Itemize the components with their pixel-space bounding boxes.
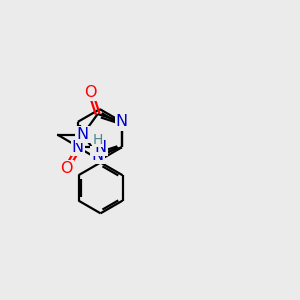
Text: H: H — [92, 133, 103, 147]
Text: N: N — [72, 140, 84, 155]
Text: N: N — [94, 140, 106, 155]
Text: N: N — [77, 127, 89, 142]
Text: N: N — [92, 148, 104, 163]
Text: O: O — [84, 85, 97, 100]
Text: O: O — [60, 161, 73, 176]
Text: N: N — [116, 114, 128, 129]
